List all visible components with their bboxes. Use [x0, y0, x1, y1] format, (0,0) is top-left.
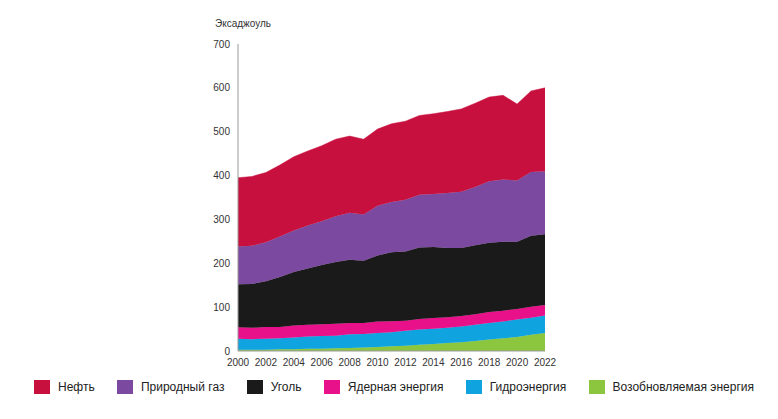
html-text:Эксаджоуль: Эксаджоуль: [215, 18, 271, 29]
svg-text:2008: 2008: [339, 357, 362, 368]
svg-text:2010: 2010: [366, 357, 389, 368]
html-text:Возобновляемая энергия: Возобновляемая энергия: [612, 380, 754, 394]
svg-text:2006: 2006: [311, 357, 334, 368]
svg-text:700: 700: [213, 39, 230, 50]
svg-text:400: 400: [213, 170, 230, 181]
svg-text:0: 0: [224, 346, 230, 357]
svg-text:200: 200: [213, 258, 230, 269]
svg-text:2022: 2022: [534, 357, 557, 368]
html-text:Ядерная энергия: Ядерная энергия: [347, 380, 444, 394]
svg-text:2000: 2000: [227, 357, 250, 368]
svg-text:300: 300: [213, 214, 230, 225]
svg-text:600: 600: [213, 82, 230, 93]
svg-text:2002: 2002: [255, 357, 278, 368]
svg-text:2004: 2004: [283, 357, 306, 368]
svg-text:500: 500: [213, 126, 230, 137]
html-text:Нефть: Нефть: [58, 380, 95, 394]
svg-text:2012: 2012: [394, 357, 417, 368]
html-text:Уголь: Уголь: [270, 380, 302, 394]
svg-text:2020: 2020: [506, 357, 529, 368]
svg-text:2014: 2014: [422, 357, 445, 368]
svg-text:100: 100: [213, 302, 230, 313]
html-text:Гидроэнергия: Гидроэнергия: [489, 380, 567, 394]
html-text:Природный газ: Природный газ: [140, 380, 225, 394]
svg-text:2018: 2018: [478, 357, 501, 368]
svg-text:2016: 2016: [450, 357, 473, 368]
